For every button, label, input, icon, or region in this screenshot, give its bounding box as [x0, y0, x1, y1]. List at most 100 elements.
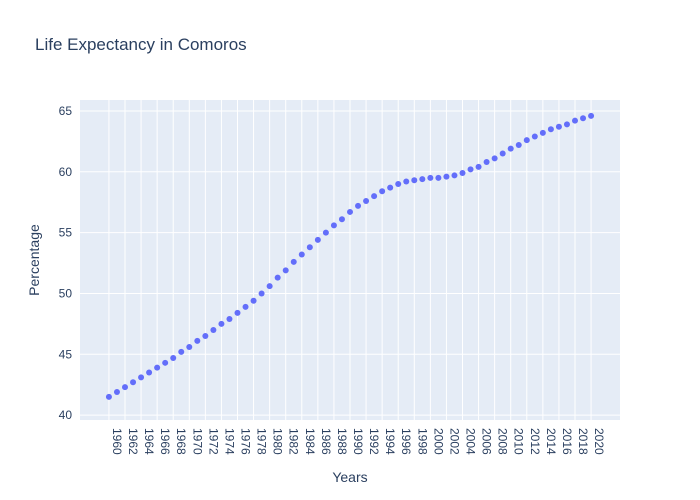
x-tick-label: 1966 — [158, 428, 172, 455]
data-point[interactable] — [475, 163, 482, 170]
data-point[interactable] — [443, 173, 450, 180]
x-axis-ticks: 1960 1962 1964 1966 1968 1970 1972 1974 1976 1978… — [110, 428, 606, 455]
data-point[interactable] — [250, 297, 257, 304]
x-tick-label: 1996 — [399, 428, 413, 455]
data-point[interactable] — [507, 145, 514, 152]
x-tick-label: 2002 — [447, 428, 461, 455]
data-point[interactable] — [563, 121, 570, 128]
x-tick-label: 1988 — [335, 428, 349, 455]
gridlines — [80, 100, 620, 420]
data-point[interactable] — [338, 216, 345, 223]
data-point[interactable] — [210, 326, 217, 333]
x-tick-label: 2008 — [496, 428, 510, 455]
data-point[interactable] — [483, 159, 490, 166]
data-point[interactable] — [330, 222, 337, 229]
data-point[interactable] — [146, 369, 153, 376]
x-tick-label: 1990 — [351, 428, 365, 455]
data-point[interactable] — [363, 197, 370, 204]
data-point[interactable] — [427, 174, 434, 181]
x-tick-label: 2004 — [464, 428, 478, 455]
x-tick-label: 1972 — [206, 428, 220, 455]
data-point[interactable] — [290, 258, 297, 265]
x-tick-label: 1980 — [271, 428, 285, 455]
data-point[interactable] — [298, 251, 305, 258]
data-point[interactable] — [105, 393, 112, 400]
y-tick-label: 40 — [59, 408, 73, 422]
x-tick-label: 1960 — [110, 428, 124, 455]
x-tick-label: 1992 — [367, 428, 381, 455]
x-tick-label: 1964 — [142, 428, 156, 455]
data-point[interactable] — [170, 354, 177, 361]
data-point[interactable] — [355, 202, 362, 209]
data-point[interactable] — [499, 150, 506, 157]
data-point[interactable] — [588, 112, 595, 119]
x-tick-label: 1994 — [383, 428, 397, 455]
x-tick-label: 1986 — [319, 428, 333, 455]
data-point[interactable] — [194, 337, 201, 344]
data-point[interactable] — [113, 389, 120, 396]
data-point[interactable] — [467, 166, 474, 173]
x-tick-label: 2000 — [431, 428, 445, 455]
data-point[interactable] — [122, 384, 128, 391]
data-point[interactable] — [138, 374, 145, 381]
x-tick-label: 2012 — [528, 428, 542, 455]
data-point[interactable] — [186, 343, 193, 350]
data-point[interactable] — [322, 229, 329, 236]
data-point[interactable] — [218, 320, 225, 327]
data-point[interactable] — [523, 137, 530, 144]
data-point[interactable] — [130, 379, 137, 386]
x-tick-label: 1970 — [190, 428, 204, 455]
data-point[interactable] — [572, 117, 578, 124]
data-point[interactable] — [379, 188, 386, 195]
x-tick-label: 1998 — [415, 428, 429, 455]
x-tick-label: 1962 — [126, 428, 140, 455]
data-point[interactable] — [459, 170, 466, 177]
x-tick-label: 2014 — [544, 428, 558, 455]
data-point[interactable] — [154, 364, 161, 371]
data-point[interactable] — [580, 115, 587, 122]
y-tick-label: 60 — [59, 165, 73, 179]
x-tick-label: 1976 — [239, 428, 253, 455]
data-point[interactable] — [242, 303, 249, 310]
data-point[interactable] — [234, 309, 241, 316]
data-point[interactable] — [539, 129, 546, 136]
data-point[interactable] — [435, 174, 442, 181]
data-point[interactable] — [395, 180, 402, 187]
data-point[interactable] — [451, 172, 458, 179]
data-point[interactable] — [347, 208, 353, 215]
data-point[interactable] — [178, 348, 185, 355]
data-point[interactable] — [491, 155, 498, 162]
x-tick-label: 1974 — [222, 428, 236, 455]
data-point[interactable] — [515, 142, 522, 149]
data-point[interactable] — [531, 133, 538, 140]
x-tick-label: 1978 — [255, 428, 269, 455]
x-axis-title: Years — [332, 469, 367, 485]
data-point[interactable] — [266, 283, 273, 290]
x-tick-label: 2006 — [480, 428, 494, 455]
data-points — [105, 112, 595, 400]
data-point[interactable] — [371, 193, 378, 200]
y-tick-label: 50 — [59, 286, 73, 300]
y-axis-title: Percentage — [26, 224, 42, 296]
data-point[interactable] — [258, 290, 265, 297]
data-point[interactable] — [162, 359, 169, 366]
data-point[interactable] — [403, 178, 410, 185]
data-point[interactable] — [387, 184, 394, 191]
x-tick-label: 2010 — [512, 428, 526, 455]
y-tick-label: 55 — [59, 226, 73, 240]
data-point[interactable] — [314, 236, 321, 243]
data-point[interactable] — [547, 126, 554, 133]
data-point[interactable] — [306, 244, 313, 251]
data-point[interactable] — [226, 316, 233, 323]
data-point[interactable] — [419, 176, 426, 183]
data-point[interactable] — [411, 177, 418, 184]
y-tick-label: 45 — [59, 347, 73, 361]
data-point[interactable] — [555, 123, 562, 130]
data-point[interactable] — [282, 267, 289, 274]
data-point[interactable] — [202, 333, 209, 340]
data-point[interactable] — [274, 274, 281, 281]
x-tick-label: 1968 — [174, 428, 188, 455]
x-tick-label: 1984 — [303, 428, 317, 455]
